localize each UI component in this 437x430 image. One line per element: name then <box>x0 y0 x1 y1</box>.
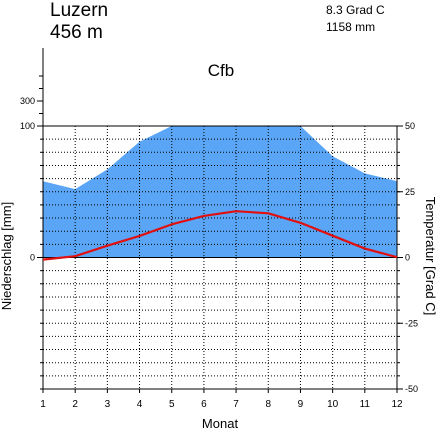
temp-tick-label: -25 <box>405 318 418 328</box>
temperature-line <box>42 210 398 261</box>
station-elevation: 456 m <box>50 22 103 43</box>
grid-layer <box>43 126 397 389</box>
annual-precipitation: 1158 mm <box>326 20 375 34</box>
month-tick-label: 6 <box>201 399 207 410</box>
climate-class: Cfb <box>208 61 234 80</box>
y-axis-left-label: Niederschlag [mm] <box>0 202 14 310</box>
temp-tick-label: 25 <box>405 187 415 197</box>
month-tick-label: 4 <box>137 399 143 410</box>
temperature-line-layer <box>42 210 398 261</box>
temp-tick-label: 50 <box>405 121 415 131</box>
month-tick-label: 1 <box>40 399 46 410</box>
month-tick-label: 11 <box>360 399 371 410</box>
mean-temperature: 8.3 Grad C <box>326 3 385 17</box>
month-tick-label: 12 <box>391 399 403 410</box>
precip-tick-label: 300 <box>20 96 35 106</box>
month-tick-label: 5 <box>169 399 175 410</box>
month-tick-label: 10 <box>327 399 339 410</box>
temp-tick-label: 0 <box>405 253 410 263</box>
y-axis-right-label: Temperatur [Grad C] <box>423 197 437 316</box>
precip-tick-label: 0 <box>30 253 35 263</box>
month-tick-label: 3 <box>105 399 111 410</box>
station-name: Luzern <box>50 0 108 21</box>
month-tick-label: 9 <box>298 399 304 410</box>
temp-tick-label: -50 <box>405 384 418 394</box>
x-axis-label: Monat <box>202 416 239 430</box>
month-tick-label: 8 <box>265 399 271 410</box>
precip-tick-label: 100 <box>20 121 35 131</box>
month-tick-label: 2 <box>72 399 78 410</box>
month-tick-label: 7 <box>233 399 239 410</box>
